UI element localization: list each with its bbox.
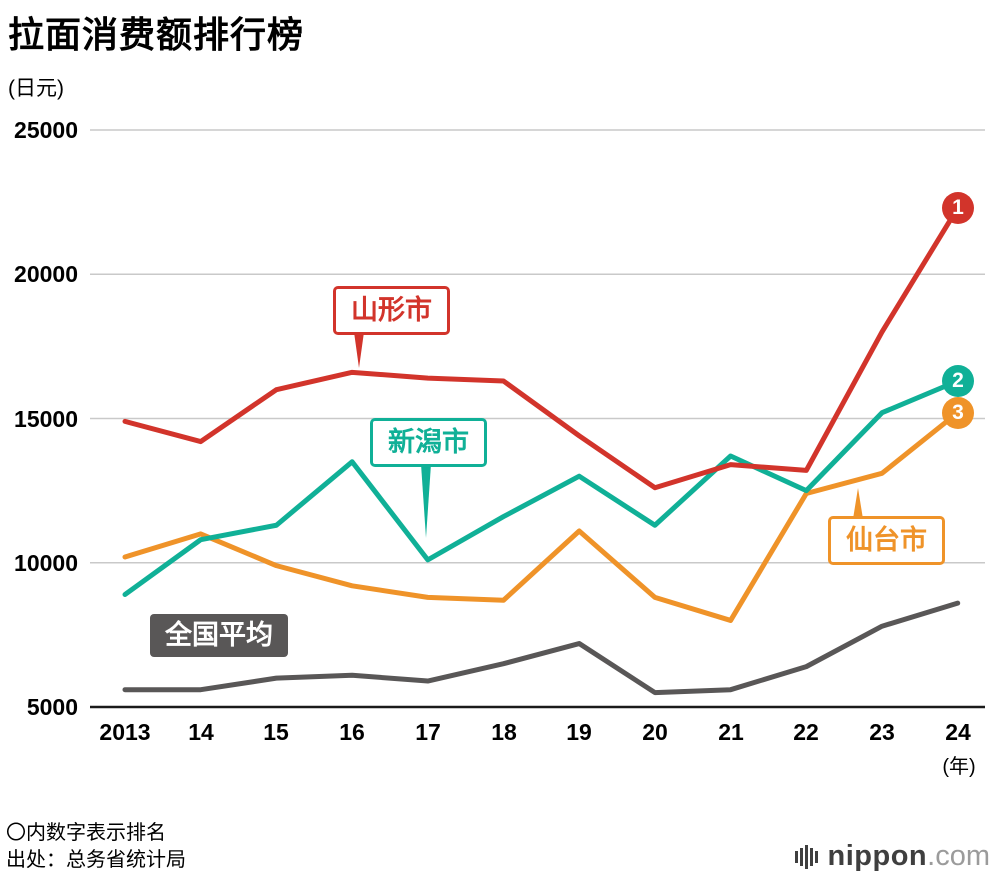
x-axis-unit-label: (年) (942, 756, 976, 778)
x-tick-label: 16 (339, 719, 365, 745)
y-tick-label: 15000 (14, 406, 78, 432)
y-axis-unit-label: (日元) (8, 77, 64, 100)
rank-badge-3: 3 (942, 397, 974, 429)
x-tick-label: 19 (566, 719, 592, 745)
series-label-yamagata: 山形市 (333, 286, 450, 368)
rank-badge-1: 1 (942, 192, 974, 224)
x-tick-label: 2013 (99, 719, 151, 745)
x-tick-label: 17 (415, 719, 441, 745)
series-lines (122, 205, 961, 696)
y-tick-label: 25000 (14, 117, 78, 143)
series-line-1 (122, 378, 961, 597)
x-tick-label: 24 (945, 719, 971, 745)
x-tick-label: 18 (491, 719, 517, 745)
rank-badge-2: 2 (942, 365, 974, 397)
series-label-sendai: 仙台市 (828, 488, 945, 565)
series-line-3 (122, 600, 961, 696)
series-label-national-average: 全国平均 (150, 614, 288, 657)
series-label-niigata: 新潟市 (370, 418, 487, 538)
nippon-logo-bars-icon (794, 844, 818, 869)
x-tick-label: 21 (718, 719, 744, 745)
nippon-logo-text: nippon.com (828, 840, 990, 873)
x-tick-label: 15 (263, 719, 289, 745)
footnote-rank-note: 〇内数字表示排名 (6, 822, 166, 844)
page-title: 拉面消费额排行榜 (8, 14, 305, 55)
line-chart (90, 129, 985, 709)
series-line-0 (122, 205, 961, 491)
nippon-logo: nippon.com (794, 840, 990, 873)
x-tick-label: 23 (869, 719, 895, 745)
nippon-logo-brand: nippon (827, 840, 928, 872)
source-note: 出处：总务省统计局 (6, 849, 186, 871)
x-tick-label: 14 (188, 719, 214, 745)
x-tick-label: 20 (642, 719, 668, 745)
series-line-2 (122, 410, 961, 623)
y-tick-label: 10000 (14, 550, 78, 576)
x-tick-label: 22 (793, 719, 819, 745)
y-tick-label: 20000 (14, 261, 78, 287)
y-tick-label: 5000 (26, 694, 78, 720)
nippon-logo-suffix: .com (927, 840, 990, 872)
